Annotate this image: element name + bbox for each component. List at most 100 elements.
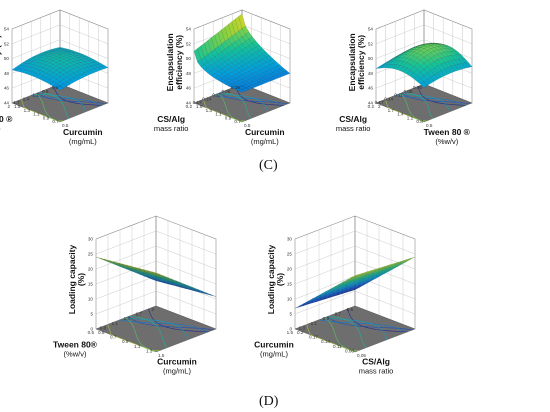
z-tick-label: 48 <box>368 71 374 76</box>
y-tick-label: 1.5 <box>196 104 203 109</box>
y-tick-label: 1.3 <box>206 108 213 113</box>
y-axis-title: CS/Alg <box>362 357 390 367</box>
x-tick-label: 1.7 <box>136 312 143 317</box>
y-axis-subtitle: mass ratio <box>359 367 394 376</box>
z-tick-label: 50 <box>368 56 374 61</box>
y-tick-label: 0.5 <box>62 123 69 128</box>
y-tick-label: 0.5 <box>98 330 105 335</box>
z-tick-label: 5 <box>289 312 292 317</box>
floor-contour-line <box>398 93 450 112</box>
z-gridline <box>11 24 109 44</box>
x-tick-label: 0.17 <box>375 100 384 105</box>
x-axis-subtitle: mass ratio <box>154 124 189 133</box>
z-tick-label: 44 <box>186 101 192 106</box>
floor-contour-line <box>327 316 413 331</box>
z-tick-label: 44 <box>4 101 10 106</box>
floor-contour-plane <box>95 305 217 353</box>
y-axis-title: Curcumin <box>63 127 103 137</box>
y-tick-label: 1.5 <box>158 353 165 358</box>
x-tick-label: 0.05 <box>413 85 422 90</box>
x-axis-title: Tween 80® <box>53 340 98 350</box>
y-tick-label: 1.1 <box>33 112 40 117</box>
z-axis-title: Encapsulationefficiency (%) <box>165 33 184 91</box>
floor-contour-line <box>216 93 268 112</box>
y-axis-subtitle: (mg/mL) <box>69 137 97 146</box>
floor-contour-plane <box>294 305 416 353</box>
x-axis-title: CS/Alg <box>157 114 185 124</box>
floor-contour-line <box>39 91 70 119</box>
x-axis-subtitle: mass ratio <box>336 124 371 133</box>
z-tick-label: 44 <box>368 101 374 106</box>
y-tick-label: 1.1 <box>215 112 222 117</box>
x-axis-subtitle: (%w/v) <box>64 350 87 359</box>
z-axis-title: Loading capacity(%) <box>266 245 285 315</box>
z-gridline <box>95 230 217 255</box>
x-tick-label: 1.3 <box>299 325 306 330</box>
z-tick-label: 10 <box>287 297 293 302</box>
x-axis-title: CS/Alg <box>339 114 367 124</box>
floor-contour-line <box>129 315 168 348</box>
y-tick-label: 1.5 <box>14 104 21 109</box>
z-axis-title-line2: efficiency (%) <box>0 35 2 90</box>
x-tick-label: 0.08 <box>403 89 412 94</box>
z-tick-label: 46 <box>4 86 10 91</box>
z-axis-title-line2: (%) <box>76 273 86 286</box>
z-tick-label: 50 <box>186 56 192 61</box>
x-tick-label: 2 <box>151 307 154 312</box>
y-tick-label: 0.5 <box>244 123 251 128</box>
floor-contour-line <box>403 91 434 119</box>
z-gridline <box>375 24 473 44</box>
x-tick-label: 0.5 <box>52 85 59 90</box>
y-tick-label: 0.9 <box>225 115 232 120</box>
floor-contour-line <box>128 316 214 331</box>
z-tick-label: 30 <box>88 237 94 242</box>
y-tick-label: 0.7 <box>110 335 117 340</box>
surface-facet <box>406 256 416 261</box>
y-axis-subtitle: (mg/mL) <box>163 367 191 376</box>
y-axis-title: Curcumin <box>157 357 197 367</box>
floor-contour-line <box>395 95 466 107</box>
y-axis-title: Tween 80 ® <box>424 127 471 137</box>
floor-contour-line <box>107 324 160 352</box>
z-tick-label: 0 <box>90 327 93 332</box>
x-tick-label: 1.5 <box>287 330 294 335</box>
z-axis-title-line2: (%) <box>275 273 285 286</box>
z-tick-label: 15 <box>88 282 94 287</box>
z-axis-title-line1: Loading capacity <box>266 245 276 315</box>
z-axis-title: Encapsulationefficiency (%) <box>347 33 366 91</box>
x-axis-title: Tween 80 ® <box>0 114 13 124</box>
x-tick-label: 0.17 <box>193 100 202 105</box>
floor-contour-line <box>123 318 189 340</box>
z-axis-title: Encapsulationefficiency (%) <box>0 33 2 91</box>
surface-facet <box>294 304 304 309</box>
y-tick-label: 1.1 <box>134 344 141 349</box>
x-tick-label: 0.2 <box>186 104 193 109</box>
x-tick-label: 0.8 <box>42 89 49 94</box>
z-tick-label: 0 <box>289 327 292 332</box>
x-tick-label: 0.7 <box>335 312 342 317</box>
x-tick-label: 0.5 <box>347 307 354 312</box>
x-tick-label: 0.9 <box>323 316 330 321</box>
z-tick-label: 20 <box>287 267 293 272</box>
floor-contour-line <box>318 319 407 333</box>
panel-label-d: (D) <box>259 394 279 409</box>
z-axis-title: Loading capacity(%) <box>67 245 86 315</box>
x-tick-label: 1.1 <box>112 321 119 326</box>
z-tick-label: 52 <box>368 41 374 46</box>
x-tick-label: 0.11 <box>212 93 221 98</box>
surface-facet <box>238 89 246 93</box>
z-tick-label: 46 <box>368 86 374 91</box>
x-tick-label: 0.14 <box>202 96 211 101</box>
x-tick-label: 1.4 <box>124 316 131 321</box>
x-tick-label: 0.2 <box>368 104 375 109</box>
floor-contour-line <box>322 318 388 340</box>
y-tick-label: 0.2 <box>297 330 304 335</box>
z-gridline <box>11 39 109 59</box>
y-tick-label: 0.08 <box>345 348 354 353</box>
